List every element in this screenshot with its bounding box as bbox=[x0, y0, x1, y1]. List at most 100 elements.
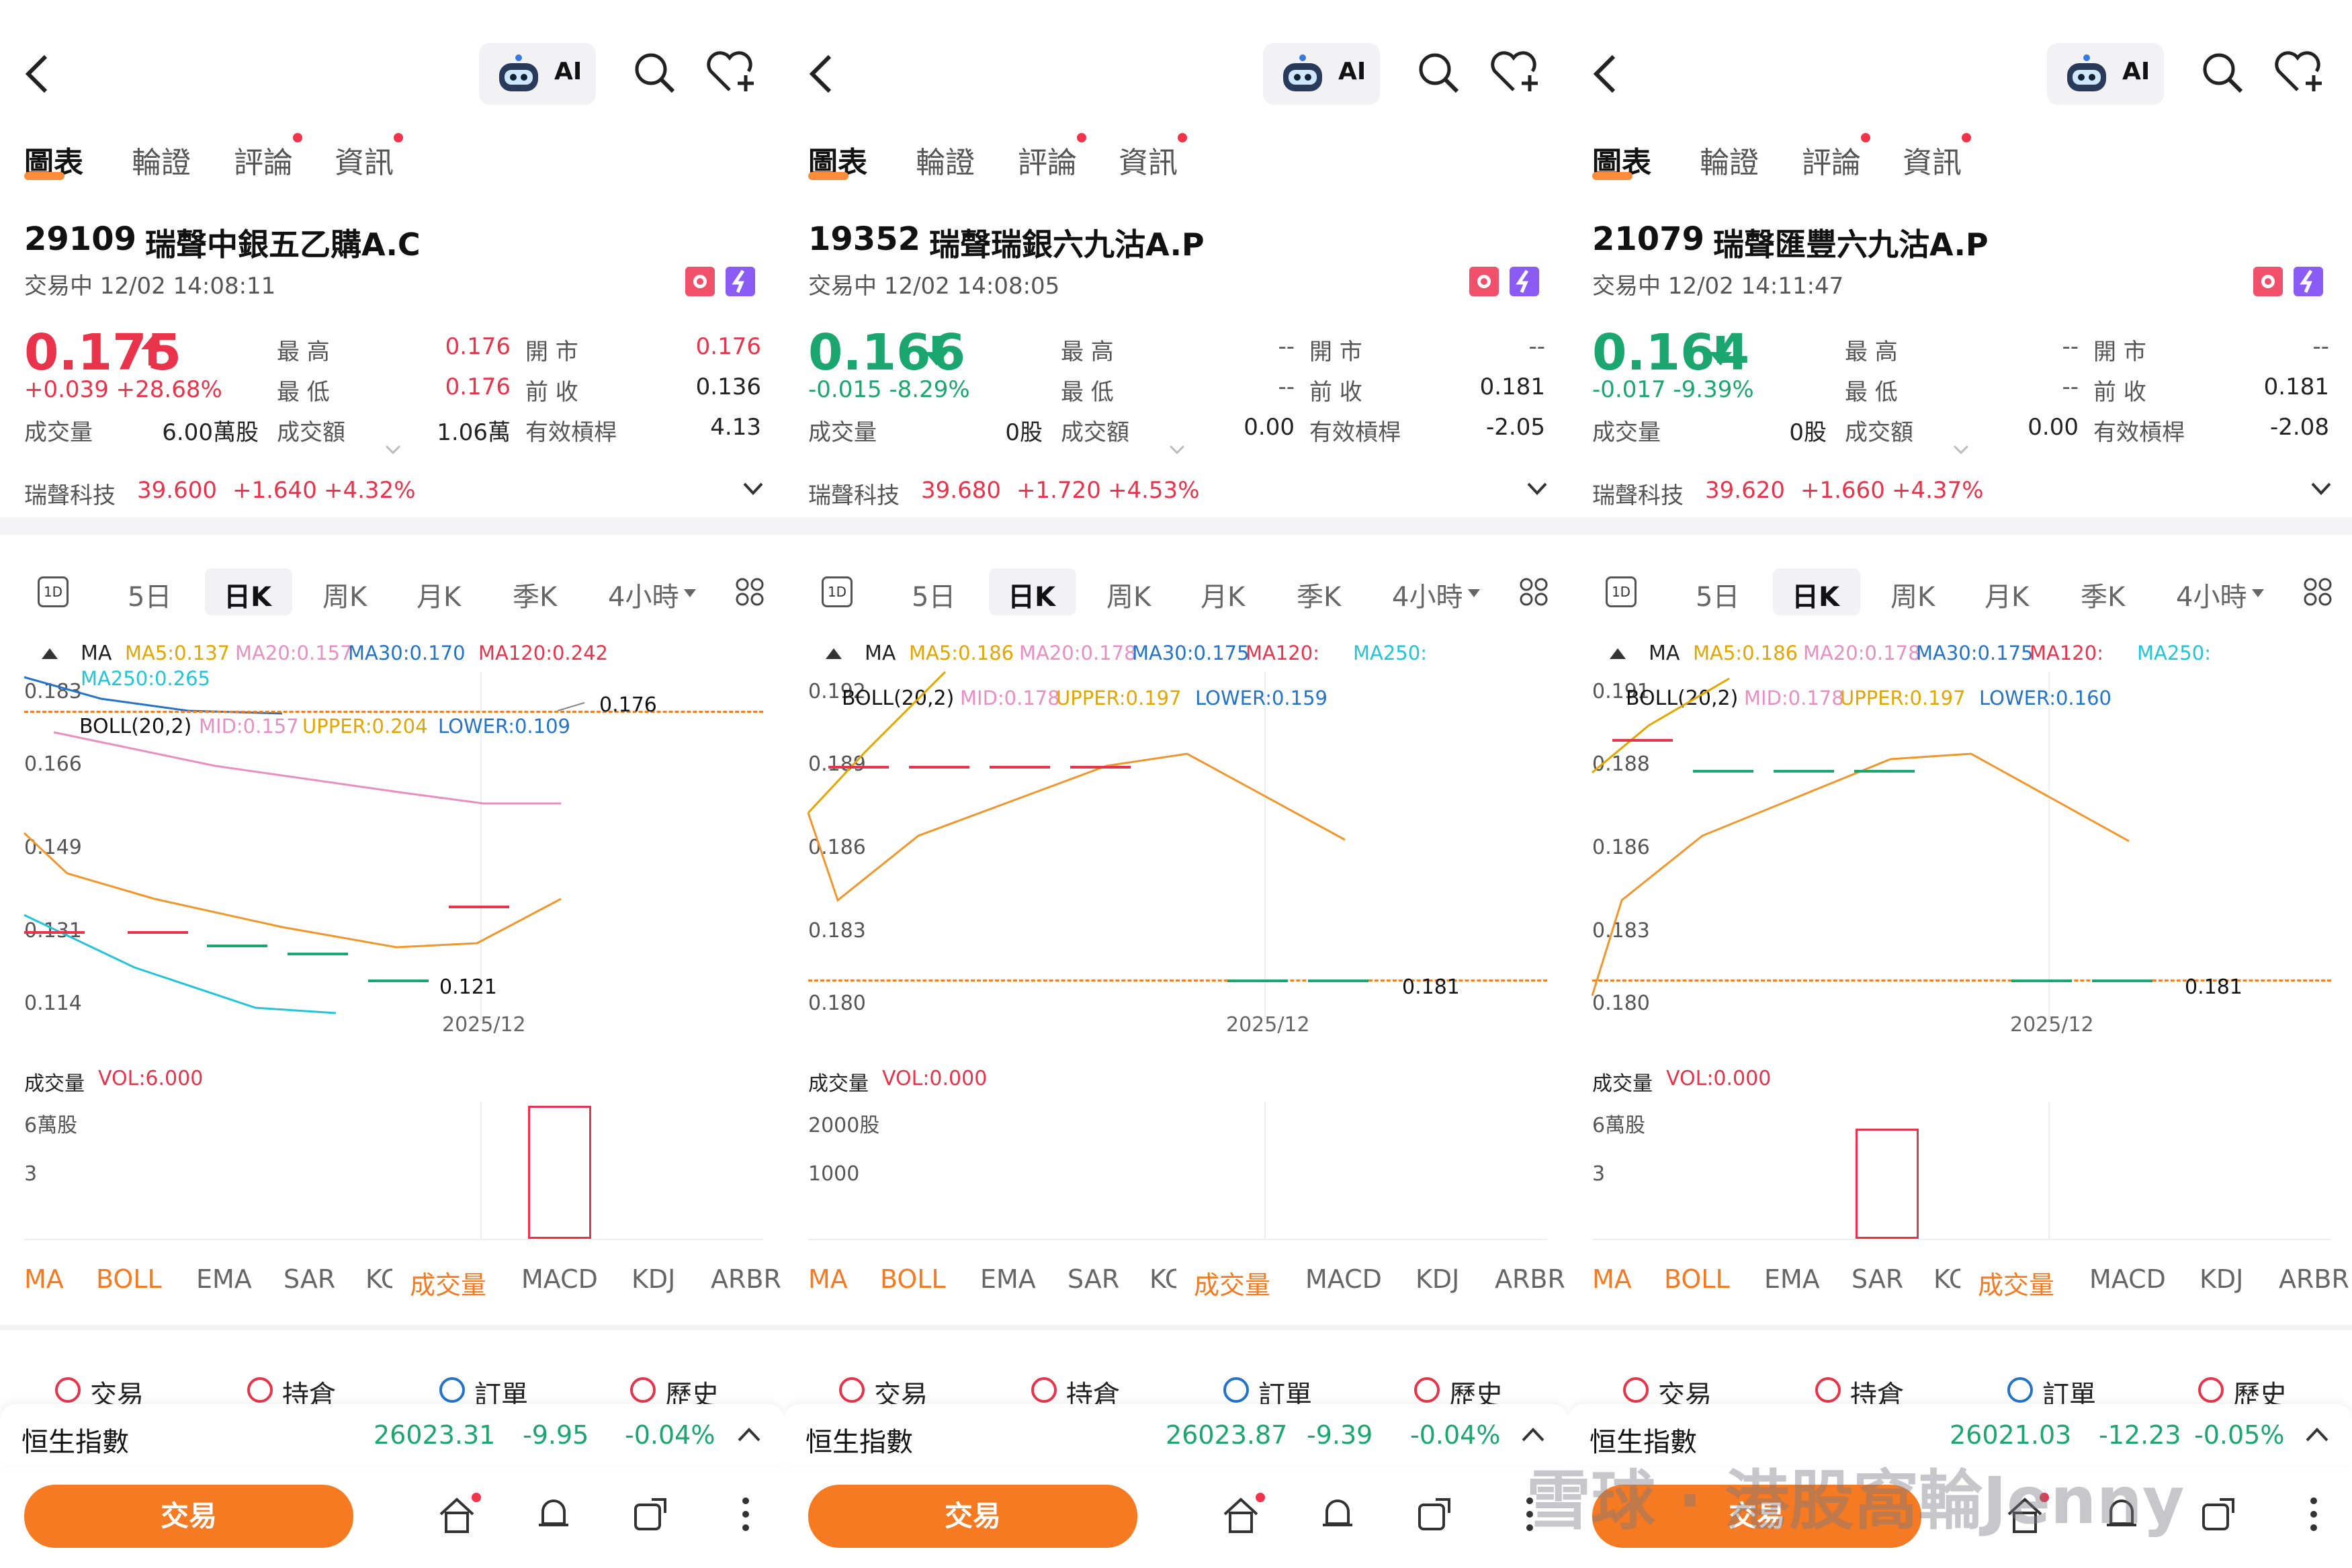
search-icon[interactable] bbox=[2201, 51, 2244, 94]
period-day-k[interactable]: 日K bbox=[224, 582, 271, 613]
period-5d[interactable]: 5日 bbox=[128, 582, 172, 613]
index-name[interactable]: 恒生指數 bbox=[805, 1427, 913, 1458]
chevron-down-icon[interactable] bbox=[385, 445, 401, 455]
indicator-sar[interactable]: SAR bbox=[1068, 1264, 1120, 1294]
tab-warrant[interactable]: 輪證 bbox=[1700, 146, 1759, 180]
indicator-成交量[interactable]: 成交量 bbox=[410, 1270, 487, 1300]
grid-icon[interactable] bbox=[736, 578, 764, 606]
ai-assistant-button[interactable]: AI bbox=[1263, 43, 1380, 105]
indicator-kdj[interactable]: KDJ bbox=[631, 1264, 676, 1294]
index-name[interactable]: 恒生指數 bbox=[21, 1427, 129, 1458]
bell-icon[interactable] bbox=[2103, 1495, 2140, 1533]
back-arrow-icon[interactable] bbox=[24, 54, 51, 94]
back-arrow-icon[interactable] bbox=[1592, 54, 1619, 94]
dropdown-caret-icon[interactable] bbox=[1468, 587, 1480, 597]
search-icon[interactable] bbox=[1417, 51, 1460, 94]
order-icon[interactable] bbox=[2006, 1376, 2034, 1404]
chevron-down-icon[interactable] bbox=[1953, 445, 1969, 455]
indicator-macd[interactable]: MACD bbox=[521, 1264, 598, 1294]
period-quarter-k[interactable]: 季K bbox=[513, 582, 558, 613]
underlying-expand-icon[interactable] bbox=[2311, 482, 2331, 496]
tab-warrant[interactable]: 輪證 bbox=[916, 146, 975, 180]
more-icon[interactable] bbox=[738, 1495, 754, 1533]
tab-news[interactable]: 資訊 bbox=[335, 146, 394, 180]
favorite-add-icon[interactable] bbox=[2273, 50, 2326, 94]
trade-button[interactable]: 交易 bbox=[24, 1485, 353, 1548]
more-icon[interactable] bbox=[2306, 1495, 2322, 1533]
ai-assistant-button[interactable]: AI bbox=[2047, 43, 2164, 105]
index-name[interactable]: 恒生指數 bbox=[1589, 1427, 1697, 1458]
back-arrow-icon[interactable] bbox=[808, 54, 835, 94]
ai-assistant-button[interactable]: AI bbox=[479, 43, 596, 105]
bell-icon[interactable] bbox=[1319, 1495, 1356, 1533]
indicator-boll[interactable]: BOLL bbox=[880, 1264, 946, 1294]
underlying-expand-icon[interactable] bbox=[743, 482, 763, 496]
bell-icon[interactable] bbox=[535, 1495, 572, 1533]
search-icon[interactable] bbox=[633, 51, 676, 94]
tab-comment[interactable]: 評論 bbox=[1018, 146, 1077, 180]
period-4h[interactable]: 4小時 bbox=[2176, 582, 2247, 613]
trade-button[interactable]: 交易 bbox=[808, 1485, 1137, 1548]
period-month-k[interactable]: 月K bbox=[1201, 582, 1246, 613]
share-icon[interactable] bbox=[1415, 1495, 1453, 1533]
period-1d-button[interactable]: 1D bbox=[1606, 576, 1637, 607]
history-icon[interactable] bbox=[2197, 1376, 2225, 1404]
position-icon[interactable] bbox=[1814, 1376, 1842, 1404]
tab-warrant[interactable]: 輪證 bbox=[132, 146, 191, 180]
indicator-sar[interactable]: SAR bbox=[1852, 1264, 1904, 1294]
indicator-boll[interactable]: BOLL bbox=[1664, 1264, 1730, 1294]
period-quarter-k[interactable]: 季K bbox=[2081, 582, 2126, 613]
home-icon[interactable] bbox=[1222, 1495, 1260, 1533]
collapse-caret-icon[interactable] bbox=[826, 648, 842, 659]
tab-comment[interactable]: 評論 bbox=[1802, 146, 1861, 180]
indicator-macd[interactable]: MACD bbox=[2089, 1264, 2166, 1294]
indicator-成交量[interactable]: 成交量 bbox=[1194, 1270, 1271, 1300]
indicator-成交量[interactable]: 成交量 bbox=[1978, 1270, 2055, 1300]
collapse-caret-icon[interactable] bbox=[42, 648, 58, 659]
period-week-k[interactable]: 周K bbox=[1106, 582, 1151, 613]
index-expand-icon[interactable] bbox=[1522, 1427, 1544, 1442]
indicator-ema[interactable]: EMA bbox=[196, 1264, 252, 1294]
indicator-ma[interactable]: MA bbox=[24, 1264, 64, 1294]
indicator-sar[interactable]: SAR bbox=[284, 1264, 336, 1294]
indicator-ma[interactable]: MA bbox=[1592, 1264, 1632, 1294]
grid-icon[interactable] bbox=[2304, 578, 2332, 606]
chevron-down-icon[interactable] bbox=[1169, 445, 1185, 455]
indicator-macd[interactable]: MACD bbox=[1305, 1264, 1382, 1294]
period-month-k[interactable]: 月K bbox=[417, 582, 462, 613]
history-icon[interactable] bbox=[1413, 1376, 1441, 1404]
home-icon[interactable] bbox=[2006, 1495, 2044, 1533]
order-icon[interactable] bbox=[1222, 1376, 1250, 1404]
indicator-kc[interactable]: KC bbox=[365, 1264, 392, 1294]
trade-button[interactable]: 交易 bbox=[1592, 1485, 1921, 1548]
period-week-k[interactable]: 周K bbox=[322, 582, 367, 613]
indicator-kdj[interactable]: KDJ bbox=[1415, 1264, 1460, 1294]
indicator-ma[interactable]: MA bbox=[808, 1264, 848, 1294]
trade-icon[interactable] bbox=[1622, 1376, 1650, 1404]
period-5d[interactable]: 5日 bbox=[912, 582, 956, 613]
indicator-ema[interactable]: EMA bbox=[1764, 1264, 1820, 1294]
share-icon[interactable] bbox=[631, 1495, 669, 1533]
home-icon[interactable] bbox=[438, 1495, 476, 1533]
indicator-arbr[interactable]: ARBR bbox=[2279, 1264, 2349, 1294]
indicator-ema[interactable]: EMA bbox=[980, 1264, 1036, 1294]
period-month-k[interactable]: 月K bbox=[1985, 582, 2030, 613]
period-4h[interactable]: 4小時 bbox=[1392, 582, 1463, 613]
tab-news[interactable]: 資訊 bbox=[1903, 146, 1962, 180]
order-icon[interactable] bbox=[438, 1376, 466, 1404]
trade-icon[interactable] bbox=[838, 1376, 866, 1404]
grid-icon[interactable] bbox=[1520, 578, 1548, 606]
more-icon[interactable] bbox=[1522, 1495, 1538, 1533]
period-1d-button[interactable]: 1D bbox=[822, 576, 853, 607]
underlying-expand-icon[interactable] bbox=[1527, 482, 1547, 496]
trade-icon[interactable] bbox=[54, 1376, 82, 1404]
indicator-kc[interactable]: KC bbox=[1933, 1264, 1960, 1294]
period-quarter-k[interactable]: 季K bbox=[1297, 582, 1342, 613]
dropdown-caret-icon[interactable] bbox=[684, 587, 696, 597]
share-icon[interactable] bbox=[2199, 1495, 2237, 1533]
period-day-k[interactable]: 日K bbox=[1792, 582, 1839, 613]
indicator-kdj[interactable]: KDJ bbox=[2199, 1264, 2244, 1294]
period-5d[interactable]: 5日 bbox=[1696, 582, 1740, 613]
index-expand-icon[interactable] bbox=[738, 1427, 760, 1442]
period-4h[interactable]: 4小時 bbox=[608, 582, 679, 613]
